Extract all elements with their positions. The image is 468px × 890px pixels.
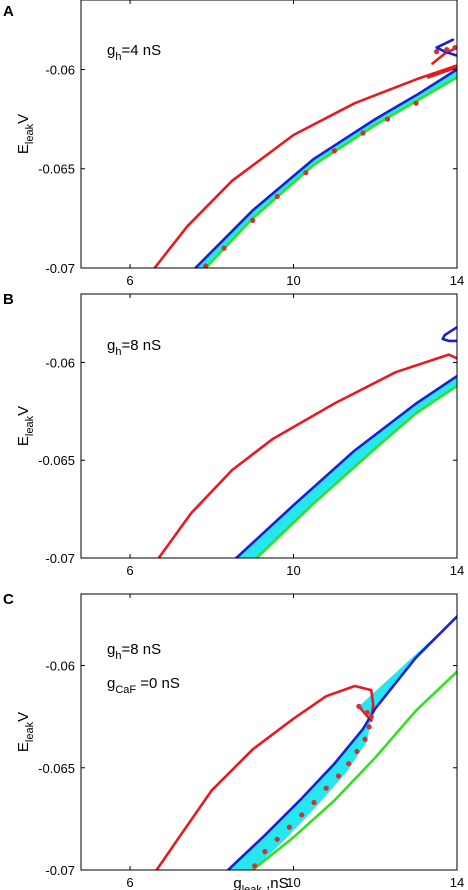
panel-c-x-tick-label-1: 10	[286, 875, 300, 890]
panel-b-x-tick-label-2: 14	[450, 563, 464, 578]
panel-a-marker-2	[250, 217, 256, 223]
panel-b-annotation-0: gh=8 nS	[107, 337, 161, 358]
panel-b-panel-label: B	[3, 291, 14, 308]
panel-a-y-tick-label-0: -0.06	[45, 62, 75, 77]
panel-c-x-axis-label: gleak ,nS	[233, 875, 288, 890]
panel-b-series-green-3	[255, 384, 457, 558]
panel-a-series-red-2	[427, 66, 457, 79]
panel-a-chart: 6 10 14 -0.06 -0.065 -0.07 Agh=4 nS EleakV	[3, 0, 464, 288]
panel-a-x-tick-label-2: 14	[450, 273, 464, 288]
panel-a-annotation-0: gh=4 nS	[107, 42, 161, 63]
panel-a-marker-3	[274, 193, 280, 200]
panel-c-series-blue-1	[226, 615, 457, 870]
panel-a-axes-frame	[80, 0, 458, 269]
panel-c-y-tick-label-2: -0.07	[45, 863, 75, 878]
panel-c-marker-4	[299, 812, 305, 818]
panel-a-marker-7	[384, 116, 391, 122]
panel-b-plot-area	[157, 325, 457, 558]
panel-a-marker-0	[203, 263, 209, 268]
panel-a-y-tick-label-1: -0.065	[38, 162, 75, 177]
panel-c-marker-3	[286, 824, 292, 830]
panel-a-plot-area	[153, 38, 457, 268]
panel-b-series-red-0	[157, 353, 457, 558]
panel-b-series-blue-2	[235, 374, 457, 558]
panel-a-y-axis-label: EleakV	[15, 114, 36, 154]
panel-a-x-tick-label-1: 10	[286, 273, 300, 288]
panel-a-y-tick-label-2: -0.07	[45, 261, 75, 276]
panel-c-y-tick-label-1: -0.065	[38, 761, 75, 776]
panel-c-marker-12	[368, 714, 374, 720]
panel-c-marker-5	[311, 799, 317, 806]
panel-b-x-tick-label-1: 10	[286, 563, 300, 578]
panel-a-marker-5	[331, 148, 337, 154]
panel-b-axes-frame	[80, 293, 458, 559]
panel-c-marker-13	[356, 703, 362, 710]
panel-a-series-red-0	[153, 64, 457, 268]
panel-a-marker-11	[452, 45, 457, 51]
panel-c-marker-1	[262, 849, 268, 855]
panel-c-marker-11	[366, 724, 372, 730]
panel-c-marker-9	[354, 748, 360, 755]
panel-b-y-tick-label-1: -0.065	[38, 453, 75, 468]
panel-c-marker-8	[346, 761, 352, 767]
panel-a-series-green-5	[204, 76, 457, 268]
panel-a-marker-10	[444, 47, 450, 53]
panel-a-panel-label: A	[3, 3, 14, 20]
panel-b-series-blue-1	[441, 325, 457, 343]
panel-a-marker-6	[360, 130, 366, 136]
panel-c-x-tick-label-2: 14	[450, 875, 464, 890]
panel-b-y-tick-label-2: -0.07	[45, 551, 75, 566]
panel-c-marker-0	[252, 863, 258, 869]
panel-a-marker-4	[303, 170, 309, 176]
panel-c-y-axis-label: EleakV	[15, 712, 36, 752]
panel-c-marker-14	[364, 710, 370, 716]
panel-a-series-blue-4	[194, 68, 457, 268]
panel-b-shaded-band	[236, 376, 457, 558]
panel-b-y-tick-label-0: -0.06	[45, 355, 75, 370]
panel-c-marker-10	[362, 736, 368, 742]
panel-c-annotation-1: gCaF =0 nS	[107, 675, 180, 696]
panel-c-x-tick-label-0: 6	[126, 875, 133, 890]
panel-a-series-blue-3	[435, 38, 457, 57]
panel-c-marker-7	[335, 773, 342, 779]
panel-c-series-red-0	[155, 684, 375, 870]
panel-c-marker-2	[274, 836, 280, 842]
panel-b-x-tick-label-0: 6	[126, 563, 133, 578]
panel-a-marker-1	[221, 245, 227, 251]
panel-c-panel-label: C	[3, 591, 14, 608]
panel-c-chart: 6 10 14 -0.06 -0.065 -0.07 Cgh=8 nS gCaF =0 nS E…	[3, 591, 464, 890]
panel-a-series-red-1	[431, 46, 457, 65]
panel-c-series-green-2	[251, 670, 457, 870]
panel-c-axes-frame	[80, 593, 458, 871]
panel-c-marker-6	[323, 785, 329, 791]
panel-c-plot-area	[155, 615, 457, 870]
panel-a-marker-8	[413, 100, 419, 106]
panel-b-chart: 6 10 14 -0.06 -0.065 -0.07 Bgh=8 nS EleakV	[3, 291, 464, 578]
panel-a-marker-9	[434, 49, 440, 55]
panel-a-x-tick-label-0: 6	[126, 273, 133, 288]
panel-c-y-tick-label-0: -0.06	[45, 659, 75, 674]
panel-b-y-axis-label: EleakV	[15, 406, 36, 446]
panel-c-annotation-0: gh=8 nS	[107, 641, 161, 662]
